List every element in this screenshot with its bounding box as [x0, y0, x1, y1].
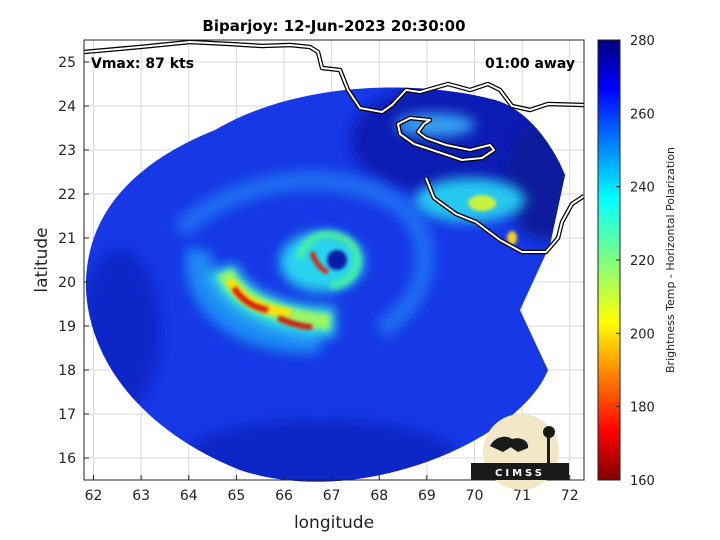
x-tick-label: 70	[466, 488, 484, 504]
coastal-convection-yellow	[507, 231, 517, 245]
x-tick-label: 67	[323, 488, 341, 504]
coastline-inner	[84, 41, 584, 253]
time-away-annotation: 01:00 away	[485, 56, 575, 72]
colorbar-tick-label: 260	[630, 107, 655, 122]
x-axis-ticks: 62 63 64 65 66 67 68 69 70 71 72	[85, 475, 579, 504]
x-tick-label: 63	[132, 488, 150, 504]
x-tick-label: 66	[275, 488, 293, 504]
colorbar-tick-label: 180	[630, 401, 655, 416]
satellite-dish-icon	[490, 436, 529, 452]
x-tick-label: 65	[227, 488, 245, 504]
y-tick-label: 20	[58, 275, 76, 291]
x-tick-label: 64	[180, 488, 198, 504]
y-tick-label: 22	[58, 187, 76, 203]
south-band-red	[276, 315, 313, 330]
cimss-logo: CIMSS	[471, 414, 569, 490]
y-tick-label: 23	[58, 143, 76, 159]
water-tower-icon	[543, 426, 555, 438]
logo-text: CIMSS	[495, 468, 545, 479]
eyewall-west-red	[309, 251, 329, 275]
x-axis-label: longitude	[294, 513, 374, 533]
y-axis-ticks: 16 17 18 19 20 21 22 23 24 25	[58, 55, 89, 467]
colorbar-label: Brightness Temp - Horizontal Polarizatio…	[664, 147, 677, 373]
colorbar-tick-label: 280	[630, 34, 655, 49]
north-arc-cyan	[395, 113, 475, 137]
vmax-annotation: Vmax: 87 kts	[91, 56, 194, 72]
x-tick-label: 72	[561, 488, 579, 504]
eyewall-ring	[296, 230, 362, 289]
southern-arc-band	[185, 247, 321, 354]
x-tick-label: 69	[418, 488, 436, 504]
y-axis-label: latitude	[32, 227, 52, 292]
y-tick-label: 18	[58, 363, 76, 379]
y-tick-label: 17	[58, 407, 76, 423]
colorbar-tick-label: 240	[630, 181, 655, 196]
plot-frame	[83, 39, 585, 481]
colorbar-tick-label: 220	[630, 254, 655, 269]
y-tick-label: 24	[58, 99, 76, 115]
water-tower-leg	[547, 436, 550, 463]
outer-spiral-band	[173, 170, 435, 339]
chart-title: Biparjoy: 12-Jun-2023 20:30:00	[202, 17, 465, 35]
colorbar-tick-label: 160	[630, 474, 655, 489]
colorbar-ticks: 160 180 200 220 240 260 280	[616, 34, 655, 489]
logo-banner	[471, 463, 569, 480]
y-tick-label: 25	[58, 55, 76, 71]
y-tick-label: 16	[58, 451, 76, 467]
storm-eye	[327, 250, 347, 270]
northeast-convection-green	[468, 195, 496, 211]
colorbar-tick-label: 200	[630, 327, 655, 342]
southwest-band-red	[231, 286, 269, 313]
plot-area: 62 63 64 65 66 67 68 69 70 71 72 16 17 18 19 20 21 22 23 2…	[58, 39, 585, 504]
y-tick-label: 19	[58, 319, 76, 335]
coastline	[84, 40, 584, 255]
x-tick-label: 62	[85, 488, 103, 504]
x-tick-label: 68	[370, 488, 388, 504]
y-tick-label: 21	[58, 231, 76, 247]
x-tick-label: 71	[513, 488, 531, 504]
colorbar: 160 180 200 220 240 260 280 Brightness Temp - …	[597, 34, 677, 489]
